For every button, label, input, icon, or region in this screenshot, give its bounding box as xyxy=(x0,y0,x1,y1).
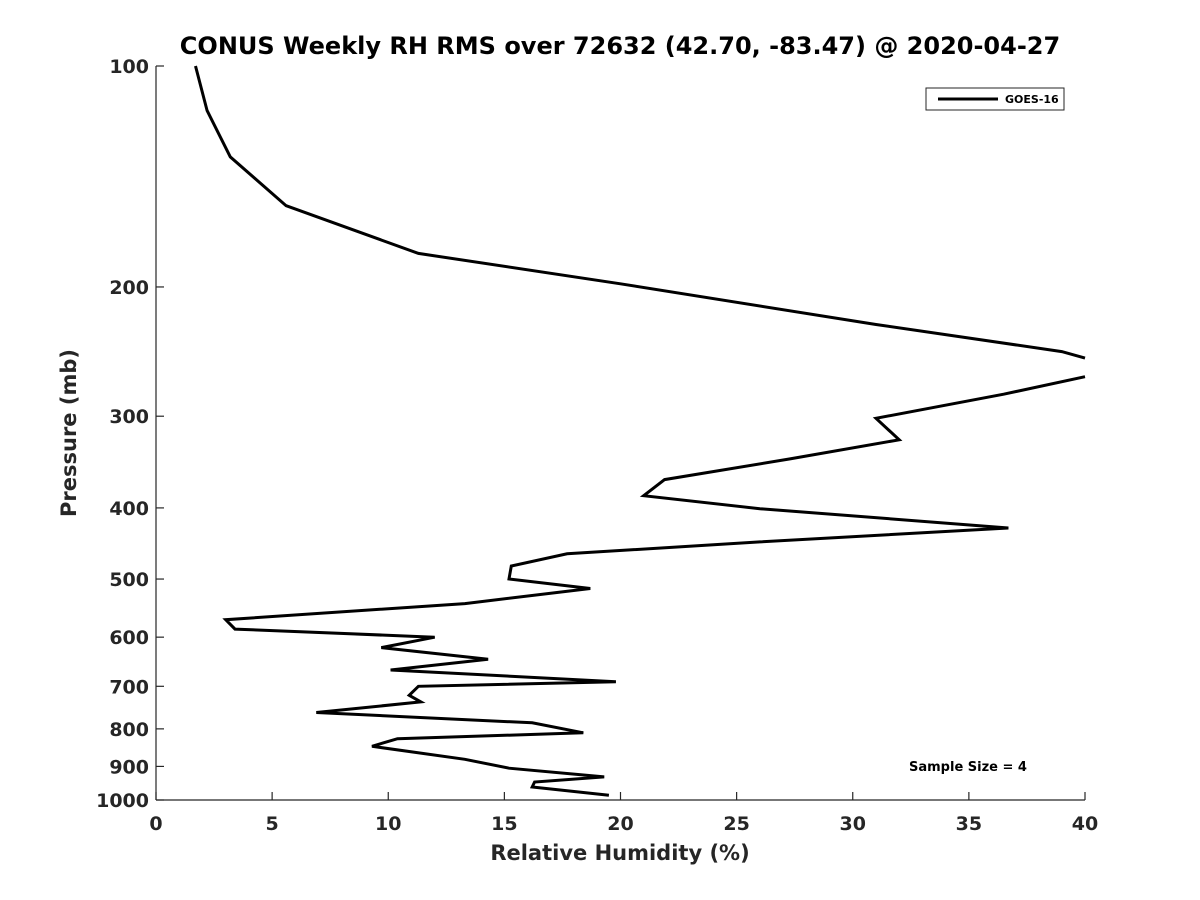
x-tick-label: 10 xyxy=(375,813,401,835)
x-tick-label: 5 xyxy=(266,813,279,835)
x-tick-label: 0 xyxy=(149,813,162,835)
x-tick-label: 15 xyxy=(491,813,517,835)
legend: GOES-16 xyxy=(925,87,1065,111)
y-tick-label: 200 xyxy=(109,277,149,299)
plot-area: 0 5 10 15 20 25 30 35 40 100 200 300 400 500 600 700 80… xyxy=(96,56,1098,835)
y-tick-label: 600 xyxy=(109,627,149,649)
y-tick-label: 500 xyxy=(109,569,149,591)
y-tick-label: 900 xyxy=(109,756,149,778)
x-tick-label: 35 xyxy=(956,813,982,835)
y-tick-label: 800 xyxy=(109,719,149,741)
y-axis-ticks: 100 200 300 400 500 600 700 800 900 1000 xyxy=(96,56,164,812)
series-layer xyxy=(194,65,1086,797)
y-tick-label: 700 xyxy=(109,676,149,698)
x-tick-label: 40 xyxy=(1072,813,1098,835)
series-line-goes-16 xyxy=(194,65,1086,797)
x-tick-label: 30 xyxy=(840,813,866,835)
y-tick-label: 100 xyxy=(109,56,149,78)
y-tick-label: 400 xyxy=(109,498,149,520)
y-tick-label: 1000 xyxy=(96,790,149,812)
x-axis-ticks: 0 5 10 15 20 25 30 35 40 xyxy=(149,792,1098,835)
x-tick-label: 25 xyxy=(723,813,749,835)
chart-title: CONUS Weekly RH RMS over 72632 (42.70, -… xyxy=(180,32,1060,60)
y-tick-label: 300 xyxy=(109,406,149,428)
legend-entry-goes-16: GOES-16 xyxy=(1005,93,1059,106)
sample-size-annotation: Sample Size = 4 xyxy=(909,760,1027,775)
y-axis-label: Pressure (mb) xyxy=(57,349,81,517)
x-tick-label: 20 xyxy=(607,813,633,835)
x-axis-label: Relative Humidity (%) xyxy=(490,841,749,865)
